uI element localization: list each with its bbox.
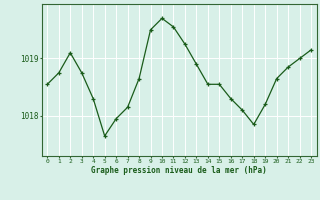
X-axis label: Graphe pression niveau de la mer (hPa): Graphe pression niveau de la mer (hPa) <box>91 166 267 175</box>
